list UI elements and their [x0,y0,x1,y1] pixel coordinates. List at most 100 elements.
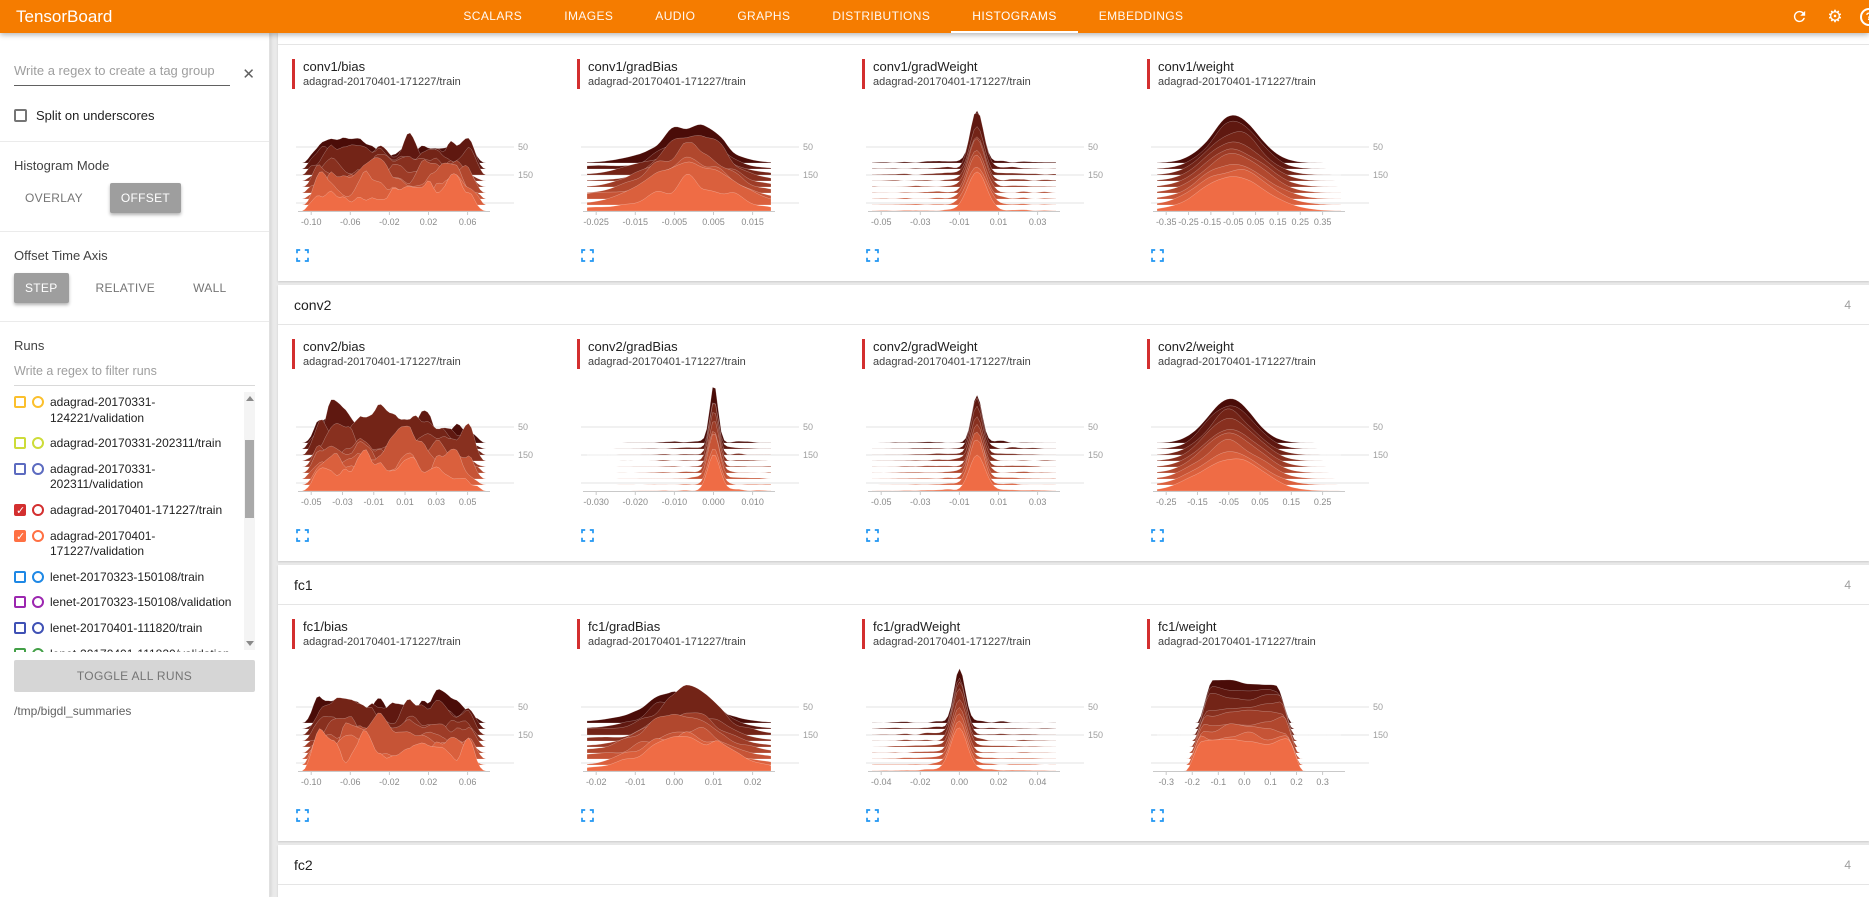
run-checkbox[interactable] [14,437,26,450]
run-checkbox[interactable] [14,529,26,543]
svg-text:0.00: 0.00 [666,777,684,787]
section-header[interactable]: conv1 4 [278,33,1869,45]
runs-filter-input[interactable] [14,357,255,386]
run-color-circle[interactable] [32,396,44,408]
run-color-circle[interactable] [32,647,44,652]
scrollbar-thumb[interactable] [245,440,254,518]
card-title: conv2/gradBias [588,339,678,354]
section-header[interactable]: fc1 4 [278,565,1869,605]
card-title: fc1/weight [1158,619,1217,634]
refresh-icon[interactable] [1788,6,1810,28]
tag-section-fc2: fc2 4 fc2/bias adagrad-20170401-171227/t… [278,845,1869,897]
expand-icon[interactable] [296,529,309,542]
run-row[interactable]: adagrad-20170401-171227/validation [14,524,241,565]
svg-text:0.05: 0.05 [1251,497,1269,507]
run-row[interactable]: adagrad-20170401-171227/train [14,498,241,524]
run-checkbox[interactable] [14,462,26,475]
expand-icon[interactable] [581,529,594,542]
run-checkbox[interactable] [14,570,26,583]
expand-icon[interactable] [1151,809,1164,822]
expand-icon[interactable] [296,809,309,822]
svg-text:0.05: 0.05 [459,497,477,507]
run-checkbox[interactable] [14,503,26,517]
run-row[interactable]: adagrad-20170331-202311/validation [14,457,241,498]
run-color-circle[interactable] [32,570,44,583]
toggle-all-runs-button[interactable]: TOGGLE ALL RUNS [14,660,255,692]
run-row[interactable]: lenet-20170401-111820/train [14,616,241,642]
svg-text:0.000: 0.000 [702,497,725,507]
tab-label: EMBEDDINGS [1098,9,1184,23]
expand-icon[interactable] [1151,249,1164,262]
run-color-circle[interactable] [32,596,44,609]
histogram-card-fc1-gradBias: fc1/gradBias adagrad-20170401-171227/tra… [569,619,854,827]
svg-text:-0.01: -0.01 [949,497,970,507]
expand-icon[interactable] [1151,529,1164,542]
svg-text:0.02: 0.02 [990,777,1008,787]
run-row[interactable]: lenet-20170401-111820/validation [14,642,241,652]
card-header: conv1/bias adagrad-20170401-171227/train [292,59,569,89]
svg-text:0.03: 0.03 [1029,497,1047,507]
card-run-name: adagrad-20170401-171227/train [873,356,1031,368]
page-body: ✕ Split on underscores Histogram Mode OV… [0,33,1869,897]
settings-gear-icon[interactable]: ⚙ [1827,7,1843,26]
svg-text:0.06: 0.06 [459,777,477,787]
tab-audio[interactable]: AUDIO [634,0,716,33]
expand-icon[interactable] [866,529,879,542]
expand-icon[interactable] [866,809,879,822]
histogram-mode-option-overlay[interactable]: OVERLAY [14,183,94,213]
offset-time-axis-option-relative[interactable]: RELATIVE [85,273,167,303]
runs-scrollbar[interactable] [244,392,255,650]
card-header: conv2/gradBias adagrad-20170401-171227/t… [577,339,854,369]
tab-scalars[interactable]: SCALARS [442,0,543,33]
run-checkbox[interactable] [14,596,26,609]
run-checkbox[interactable] [14,621,26,634]
run-row[interactable]: lenet-20170323-150108/validation [14,590,241,616]
tab-images[interactable]: IMAGES [543,0,634,33]
histogram-card-conv1-bias: conv1/bias adagrad-20170401-171227/train… [284,59,569,267]
scroll-down-arrow-icon[interactable] [246,641,254,646]
offset-time-axis-option-step[interactable]: STEP [14,273,69,303]
svg-text:-0.10: -0.10 [301,777,322,787]
expand-icon[interactable] [296,249,309,262]
tab-graphs[interactable]: GRAPHS [716,0,811,33]
card-header: conv1/gradBias adagrad-20170401-171227/t… [577,59,854,89]
card-title: fc1/gradWeight [873,619,961,634]
expand-icon[interactable] [581,809,594,822]
tag-filter-input[interactable] [14,59,231,86]
run-row[interactable]: adagrad-20170331-124221/validation [14,390,241,431]
section-header[interactable]: conv2 4 [278,285,1869,325]
svg-text:-0.05: -0.05 [871,217,892,227]
run-color-circle[interactable] [32,462,44,475]
help-icon[interactable]: ? [1860,7,1869,26]
expand-icon[interactable] [581,249,594,262]
split-underscores-row[interactable]: Split on underscores [14,108,255,123]
svg-text:-0.02: -0.02 [910,777,931,787]
run-row[interactable]: adagrad-20170331-202311/train [14,431,241,457]
run-label: lenet-20170401-111820/validation [50,647,230,652]
section-header[interactable]: fc2 4 [278,845,1869,885]
tab-distributions[interactable]: DISTRIBUTIONS [811,0,951,33]
svg-text:-0.020: -0.020 [623,497,649,507]
run-checkbox[interactable] [14,647,26,652]
histogram-mode-option-offset[interactable]: OFFSET [109,183,182,213]
card-header: conv2/bias adagrad-20170401-171227/train [292,339,569,369]
svg-text:-0.35: -0.35 [1156,217,1177,227]
svg-text:50: 50 [1088,422,1098,432]
run-color-circle[interactable] [32,437,44,450]
svg-text:-0.03: -0.03 [332,497,353,507]
tab-histograms[interactable]: HISTOGRAMS [951,0,1077,33]
offset-time-axis-option-wall[interactable]: WALL [182,273,237,303]
checkbox-icon[interactable] [14,109,27,122]
svg-text:-0.25: -0.25 [1178,217,1199,227]
run-color-circle[interactable] [32,529,44,542]
run-row[interactable]: lenet-20170323-150108/train [14,565,241,591]
svg-text:0.02: 0.02 [420,777,438,787]
tab-embeddings[interactable]: EMBEDDINGS [1078,0,1205,33]
run-color-circle[interactable] [32,503,44,516]
scroll-up-arrow-icon[interactable] [246,396,254,401]
run-color-circle[interactable] [32,621,44,634]
expand-icon[interactable] [866,249,879,262]
run-checkbox[interactable] [14,396,26,408]
run-label: lenet-20170323-150108/validation [50,595,232,610]
clear-icon[interactable]: ✕ [242,66,255,83]
